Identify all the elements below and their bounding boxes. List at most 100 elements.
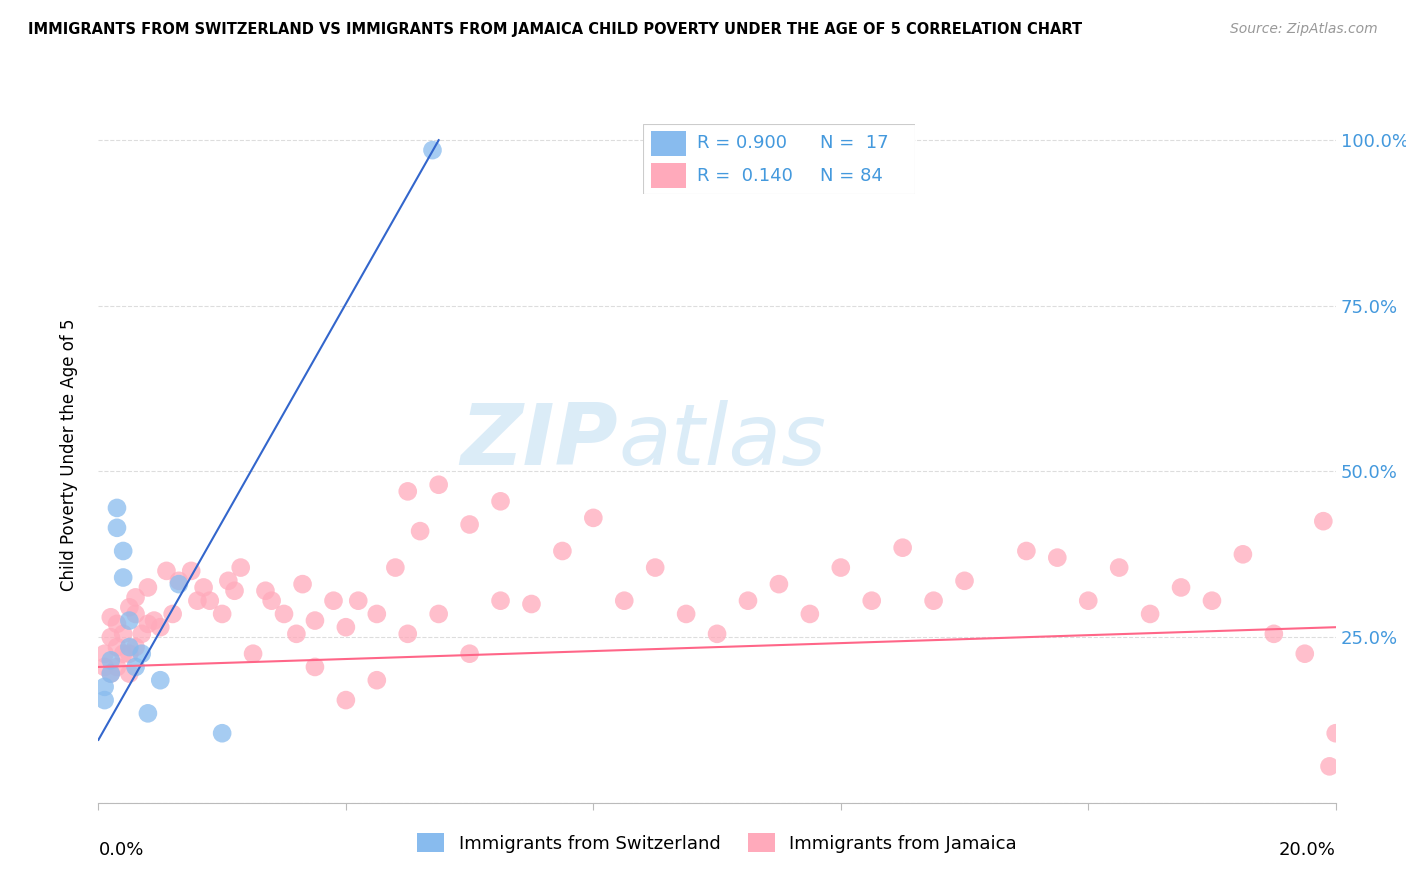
Point [953, 574, 976, 588]
Point [1201, 593, 1223, 607]
Point [118, 614, 141, 628]
Point [186, 593, 208, 607]
Point [1170, 581, 1192, 595]
Point [706, 627, 728, 641]
Point [112, 570, 135, 584]
Point [118, 666, 141, 681]
Point [131, 627, 153, 641]
Point [254, 583, 277, 598]
Point [100, 666, 122, 681]
Text: N = 84: N = 84 [820, 167, 883, 185]
Point [229, 560, 252, 574]
Point [100, 666, 122, 681]
Point [100, 630, 122, 644]
Point [155, 564, 177, 578]
Point [112, 647, 135, 661]
Text: atlas: atlas [619, 400, 827, 483]
Point [613, 593, 636, 607]
Point [830, 560, 852, 574]
Point [112, 544, 135, 558]
Point [167, 577, 190, 591]
Point [100, 653, 122, 667]
Point [458, 517, 481, 532]
Point [427, 607, 450, 621]
Point [922, 593, 945, 607]
Point [180, 564, 202, 578]
Point [1139, 607, 1161, 621]
Point [335, 620, 357, 634]
Point [1324, 726, 1347, 740]
Point [93, 660, 115, 674]
Point [1263, 627, 1285, 641]
Point [260, 593, 283, 607]
Point [124, 607, 146, 621]
Point [1319, 759, 1341, 773]
Point [143, 614, 166, 628]
Text: R =  0.140: R = 0.140 [697, 167, 793, 185]
Point [136, 581, 159, 595]
Point [675, 607, 697, 621]
Legend: Immigrants from Switzerland, Immigrants from Jamaica: Immigrants from Switzerland, Immigrants … [411, 826, 1024, 860]
Point [489, 593, 512, 607]
Point [167, 574, 190, 588]
Point [105, 521, 128, 535]
Point [1108, 560, 1130, 574]
Point [198, 593, 221, 607]
Point [100, 610, 122, 624]
Point [211, 607, 233, 621]
Point [1312, 514, 1334, 528]
Point [366, 673, 388, 688]
Point [211, 726, 233, 740]
Point [335, 693, 357, 707]
Point [93, 647, 115, 661]
Point [118, 600, 141, 615]
Point [304, 660, 326, 674]
Point [149, 673, 172, 688]
Point [396, 627, 419, 641]
Point [396, 484, 419, 499]
Point [366, 607, 388, 621]
Point [409, 524, 432, 538]
Point [118, 647, 141, 661]
Text: Source: ZipAtlas.com: Source: ZipAtlas.com [1230, 22, 1378, 37]
Point [1294, 647, 1316, 661]
Point [1015, 544, 1038, 558]
Point [347, 593, 370, 607]
Point [489, 494, 512, 508]
Point [193, 581, 215, 595]
Point [551, 544, 574, 558]
Point [422, 143, 444, 157]
Point [217, 574, 239, 588]
Point [93, 693, 115, 707]
Y-axis label: Child Poverty Under the Age of 5: Child Poverty Under the Age of 5 [59, 318, 77, 591]
Point [131, 647, 153, 661]
Point [149, 620, 172, 634]
Point [799, 607, 821, 621]
Point [124, 591, 146, 605]
Point [737, 593, 759, 607]
Point [458, 647, 481, 661]
Point [112, 627, 135, 641]
Point [105, 640, 128, 654]
Bar [651, 163, 686, 188]
Text: 20.0%: 20.0% [1279, 841, 1336, 859]
Point [285, 627, 308, 641]
Bar [651, 131, 686, 156]
Point [322, 593, 344, 607]
Text: IMMIGRANTS FROM SWITZERLAND VS IMMIGRANTS FROM JAMAICA CHILD POVERTY UNDER THE A: IMMIGRANTS FROM SWITZERLAND VS IMMIGRANT… [28, 22, 1083, 37]
FancyBboxPatch shape [643, 124, 915, 194]
Point [136, 616, 159, 631]
Point [124, 640, 146, 654]
Point [242, 647, 264, 661]
Text: N =  17: N = 17 [820, 134, 889, 153]
Point [520, 597, 543, 611]
Point [1046, 550, 1069, 565]
Point [860, 593, 883, 607]
Point [291, 577, 314, 591]
Point [105, 660, 128, 674]
Point [384, 560, 406, 574]
Point [105, 500, 128, 515]
Text: R = 0.900: R = 0.900 [697, 134, 787, 153]
Point [136, 706, 159, 721]
Point [124, 660, 146, 674]
